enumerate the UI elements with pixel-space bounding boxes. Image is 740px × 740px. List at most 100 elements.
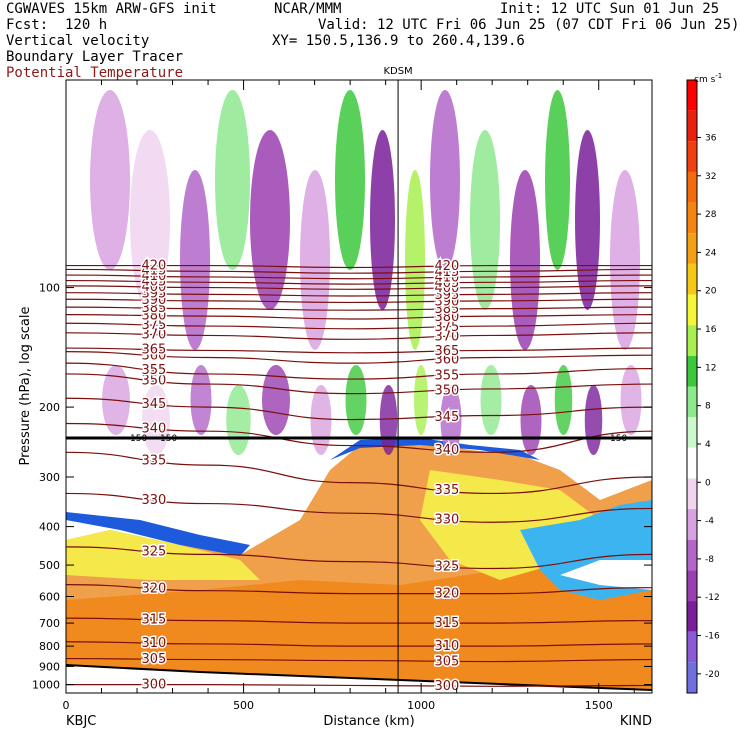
y-tick-label: 200 xyxy=(39,401,60,414)
velocity-cell xyxy=(300,170,330,350)
theta-contour-label: 415 xyxy=(434,265,459,280)
theta-contour-label: 390 xyxy=(141,293,166,308)
colorbar-swatch xyxy=(687,447,697,479)
colorbar-tick-label: 28 xyxy=(705,210,717,220)
theta-contour-line xyxy=(66,683,652,687)
theta-contour-label: 330 xyxy=(141,493,166,508)
velocity-cell xyxy=(414,365,428,435)
colorbar-swatch xyxy=(687,110,697,142)
theta-contour-label: 400 xyxy=(434,281,459,296)
theta-contour-label: 395 xyxy=(141,287,166,302)
clear-region xyxy=(560,560,652,590)
theta-contour-label: 305 xyxy=(434,654,459,669)
theta-contour-label: 325 xyxy=(434,559,459,574)
colorbar-tick-label: -20 xyxy=(705,670,720,680)
theta-contour-line xyxy=(66,264,652,269)
tracer-core xyxy=(66,555,652,693)
colorbar-swatch xyxy=(687,355,697,387)
colorbar-swatch xyxy=(687,171,697,203)
y-tick-label: 600 xyxy=(39,591,60,604)
theta-contour-label: 335 xyxy=(141,453,166,468)
theta-contour-label: 345 xyxy=(141,397,166,412)
theta-contour-label: 420 xyxy=(141,259,166,274)
tracer-edge xyxy=(66,530,260,580)
velocity-cell xyxy=(405,170,425,350)
x-tick-label: 500 xyxy=(233,699,254,712)
colorbar-tick-label: -8 xyxy=(705,555,714,565)
colorbar-swatch xyxy=(687,202,697,234)
forecast-hour: Fcst: 120 h xyxy=(6,17,108,33)
theta-contour-label: 390 xyxy=(434,294,459,309)
theta-contour-line xyxy=(66,451,652,495)
theta-contour-label: 355 xyxy=(434,369,459,384)
theta-contour-label: 375 xyxy=(434,320,459,335)
colorbar-tick-label: 36 xyxy=(705,133,717,143)
theta-contour-line xyxy=(66,584,652,595)
colorbar-tick-label: 8 xyxy=(705,402,711,412)
field-boundary-layer-tracer: Boundary Layer Tracer xyxy=(6,49,184,65)
y-axis: 100 200 300 400 500 600 700 800 900 1000 xyxy=(32,282,652,692)
theta-contour-label: 340 xyxy=(141,421,166,436)
velocity-cell xyxy=(370,130,395,310)
colorbar-swatch xyxy=(687,417,697,448)
colorbar-swatch xyxy=(687,325,697,356)
theta-contour-label: 420 xyxy=(434,259,459,274)
velocity-cell xyxy=(335,90,365,270)
theta-contour-line xyxy=(66,306,652,311)
velocity-cell xyxy=(620,365,642,435)
colorbar-tick-label: 32 xyxy=(705,172,716,182)
theta-contour-line xyxy=(66,641,652,647)
theta-contour-label: 325 xyxy=(141,545,166,560)
theta-contour-label: 350 xyxy=(141,373,166,388)
theta-contour-label: 355 xyxy=(141,363,166,378)
theta-contour-line xyxy=(66,546,652,570)
y-tick-label: 300 xyxy=(39,471,60,484)
theta-contour-line xyxy=(66,492,652,523)
velocity-cell xyxy=(215,90,250,270)
org-label: NCAR/MMM xyxy=(274,1,342,17)
y-tick-label: 100 xyxy=(39,282,60,295)
theta-contour-label: 405 xyxy=(434,276,459,291)
colorbar-swatch xyxy=(687,662,697,693)
field-vertical-velocity: Vertical velocity xyxy=(6,33,150,49)
theta-contour-label: 380 xyxy=(141,309,166,324)
velocity-cell xyxy=(90,90,130,270)
theta-contour-label: 350 xyxy=(434,383,459,398)
velocity-cell xyxy=(545,90,570,270)
colorbar-tick-label: 24 xyxy=(705,248,717,258)
theta-contour-label: 415 xyxy=(141,264,166,279)
theta-contour-label: 410 xyxy=(141,269,166,284)
velocity-cell xyxy=(345,365,367,435)
theta-contour-line xyxy=(66,347,652,354)
theta-contour-label: 380 xyxy=(434,310,459,325)
left-station-label: KBJC xyxy=(66,714,96,729)
y-tick-label: 1000 xyxy=(32,679,60,692)
velocity-cell xyxy=(610,170,640,350)
theta-contour-label: 300 xyxy=(434,679,459,694)
velocity-cell xyxy=(554,365,573,435)
theta-contour-label: 310 xyxy=(434,639,459,654)
cross-section-endpoints: XY= 150.5,136.9 to 260.4,139.6 xyxy=(272,33,525,49)
colorbar-swatch xyxy=(687,263,697,295)
theta-contour-label: 310 xyxy=(141,636,166,651)
theta-contour-label: 345 xyxy=(434,410,459,425)
theta-contour-line xyxy=(66,373,652,395)
colorbar-tick-label: -16 xyxy=(705,632,720,642)
theta-contour-label: 300 xyxy=(141,678,166,693)
velocity-cell xyxy=(430,90,460,270)
theta-contour-line xyxy=(66,285,652,290)
theta-contour-label: 405 xyxy=(141,275,166,290)
init-time: Init: 12 UTC Sun 01 Jun 25 xyxy=(500,1,720,17)
theta-contour-line xyxy=(66,351,652,364)
x-axis-label: Distance (km) xyxy=(323,714,414,729)
velocity-cell xyxy=(379,385,398,455)
tropopause-label: 150 xyxy=(130,434,147,444)
theta-contour-line xyxy=(66,274,652,280)
y-tick-label: 700 xyxy=(39,617,60,630)
theta-contour-label: 330 xyxy=(434,512,459,527)
colorbar-tick-label: -4 xyxy=(705,517,714,527)
theta-contour-line xyxy=(66,657,652,663)
colorbar-swatch xyxy=(687,570,697,602)
